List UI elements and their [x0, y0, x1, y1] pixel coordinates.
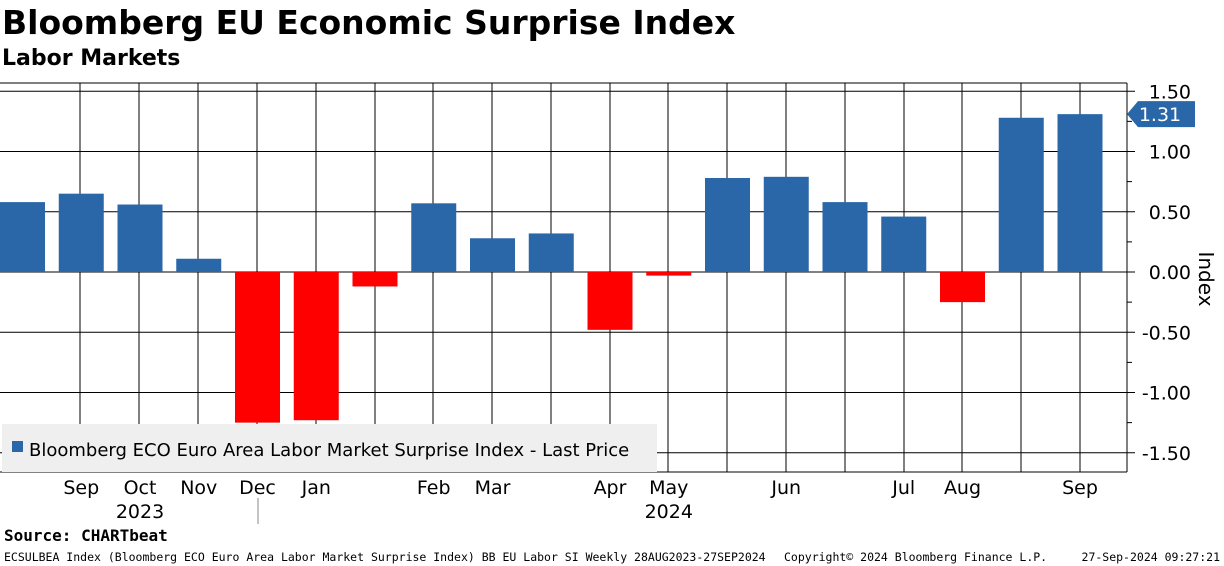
chart-subtitle: Labor Markets	[2, 46, 181, 71]
y-tick-label: 0.50	[1149, 202, 1191, 224]
x-tick-label: Jun	[770, 477, 801, 499]
y-tick-label: 1.00	[1149, 142, 1191, 164]
x-tick-label: Mar	[475, 477, 511, 499]
bar	[352, 272, 398, 287]
y-tick-label: 0.00	[1149, 262, 1191, 284]
timestamp: 27-Sep-2024 09:27:21	[1081, 550, 1220, 564]
y-tick-label: -1.50	[1142, 443, 1191, 465]
bar	[0, 202, 45, 272]
y-tick-label: 1.50	[1149, 81, 1191, 103]
bar	[881, 216, 927, 272]
legend-box	[2, 424, 657, 472]
bar	[528, 233, 574, 272]
x-tick-label: Sep	[1062, 477, 1098, 499]
x-tick-label: Apr	[594, 477, 627, 499]
x-tick-label: Aug	[944, 477, 981, 499]
last-value-tag	[1127, 101, 1195, 128]
legend-label: Bloomberg ECO Euro Area Labor Market Sur…	[29, 440, 629, 461]
x-year-label: 2023	[116, 501, 164, 523]
x-tick-label: Oct	[124, 477, 157, 499]
bar	[763, 176, 809, 272]
bar	[998, 117, 1044, 272]
bar	[411, 203, 457, 272]
bar	[235, 272, 280, 423]
x-tick-label: Dec	[239, 477, 276, 499]
y-tick-label: -1.00	[1142, 383, 1191, 405]
bar	[58, 193, 104, 272]
x-tick-label: Nov	[180, 477, 217, 499]
bar	[1057, 114, 1103, 273]
bar	[470, 238, 515, 272]
x-year-label: 2024	[645, 501, 693, 523]
y-tick-label: -0.50	[1142, 322, 1191, 344]
x-tick-label: May	[649, 477, 688, 499]
last-value-label: 1.31	[1139, 104, 1181, 126]
x-tick-label: Jul	[891, 477, 915, 499]
x-tick-label: Feb	[417, 477, 451, 499]
legend-swatch	[12, 441, 23, 452]
bar	[587, 272, 633, 330]
bar	[117, 204, 163, 272]
bar	[705, 178, 750, 272]
source-note: Source: CHARTbeat	[4, 526, 168, 545]
bar	[940, 272, 985, 303]
bar	[646, 272, 692, 276]
x-tick-label: Jan	[301, 477, 331, 499]
bar	[176, 258, 222, 272]
bar	[822, 202, 868, 272]
copyright: Copyright© 2024 Bloomberg Finance L.P.	[784, 550, 1048, 564]
chart-title: Bloomberg EU Economic Surprise Index	[2, 3, 736, 42]
bar	[293, 272, 339, 421]
ticker-info: ECSULBEA Index (Bloomberg ECO Euro Area …	[4, 550, 766, 564]
x-tick-label: Sep	[63, 477, 99, 499]
y-axis-title: Index	[1194, 251, 1218, 306]
